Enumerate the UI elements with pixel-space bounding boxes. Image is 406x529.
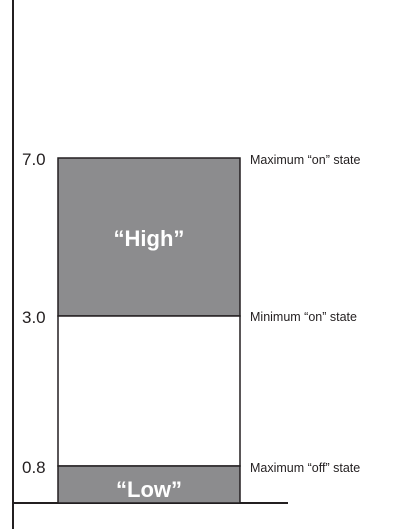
low-region (57, 465, 241, 504)
low-label: “Low” (116, 477, 182, 502)
level-description-max-on: Maximum “on” state (250, 153, 360, 167)
level-value-3: 3.0 (22, 308, 46, 327)
high-region (57, 157, 241, 317)
level-value-0-8: 0.8 (22, 458, 46, 477)
level-value-7: 7.0 (22, 150, 46, 169)
high-label: “High” (114, 226, 185, 251)
undefined-region (57, 315, 241, 467)
level-description-min-on: Minimum “on” state (250, 310, 357, 324)
level-description-max-off: Maximum “off” state (250, 461, 360, 475)
